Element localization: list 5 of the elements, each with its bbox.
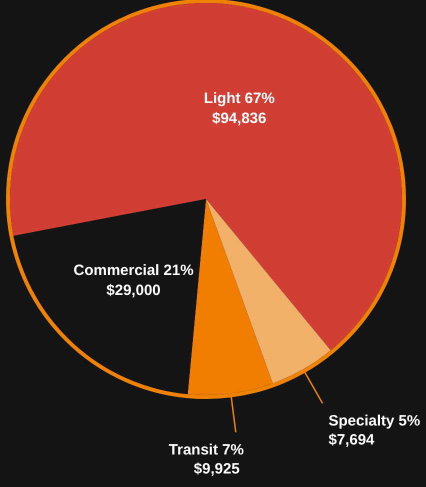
pie-slice — [206, 199, 331, 384]
slice-label: Specialty 5% $7,694 — [328, 412, 420, 448]
slice-label: Transit 7% $9,925 — [168, 441, 244, 478]
slice-label: Commercial 21% $29,000 — [73, 262, 194, 299]
slice-label: Light 67% $94,836 — [204, 90, 275, 127]
